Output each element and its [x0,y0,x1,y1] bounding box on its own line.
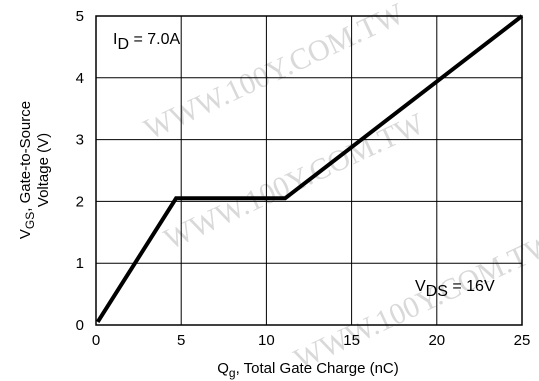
vds-annotation-main: V [415,278,426,295]
series-line [96,14,524,323]
y-tick-label: 4 [76,70,84,87]
x-tick-label: 15 [343,332,360,349]
y-axis-label-rest: , Gate-to-Source [17,101,34,212]
id-annotation: ID = 7.0A [113,31,180,53]
x-axis-label-rest: , Total Gate Charge (nC) [236,360,399,377]
id-annotation-main: I [113,31,117,48]
watermark-layer: WWW.100Y.COM.TW WWW.100Y.COM.TW WWW.100Y… [139,0,539,376]
x-tick-label: 0 [92,332,100,349]
watermark-text: WWW.100Y.COM.TW [159,107,430,257]
watermark-text: WWW.100Y.COM.TW [289,227,539,377]
plot-frame [95,15,523,326]
grid [95,15,523,326]
y-tick-label: 2 [76,193,84,210]
y-axis-label-line1: VGS, Gate-to-Source [17,101,37,239]
y-tick-label: 3 [76,132,84,149]
id-annotation-rest: = 7.0A [129,31,180,48]
series-layer [96,14,524,323]
y-axis-label-line2: Voltage (V) [35,133,52,207]
y-axis-label-sub: GS [23,212,37,229]
x-tick-label: 25 [514,332,531,349]
x-axis-label-sub: g [229,366,236,380]
x-tick-label: 20 [428,332,445,349]
y-tick-label: 0 [76,317,84,334]
x-axis-label-main: Q [217,360,229,377]
watermark-text: WWW.100Y.COM.TW [139,0,410,146]
vds-annotation: VDS = 16V [415,278,495,300]
y-axis-label-main: V [17,229,34,239]
x-tick-label: 5 [177,332,185,349]
x-tick-labels: 0 5 10 15 20 25 [92,332,531,349]
vds-annotation-sub: DS [426,283,448,300]
y-tick-label: 1 [76,255,84,272]
vds-annotation-rest: = 16V [448,278,495,295]
y-tick-labels: 0 1 2 3 4 5 [76,8,84,334]
y-axis-label: VGS, Gate-to-Source Voltage (V) [17,101,52,239]
x-axis-label: Qg, Total Gate Charge (nC) [217,360,399,380]
y-tick-label: 5 [76,8,84,25]
id-annotation-sub: D [117,36,129,53]
x-tick-label: 10 [258,332,275,349]
